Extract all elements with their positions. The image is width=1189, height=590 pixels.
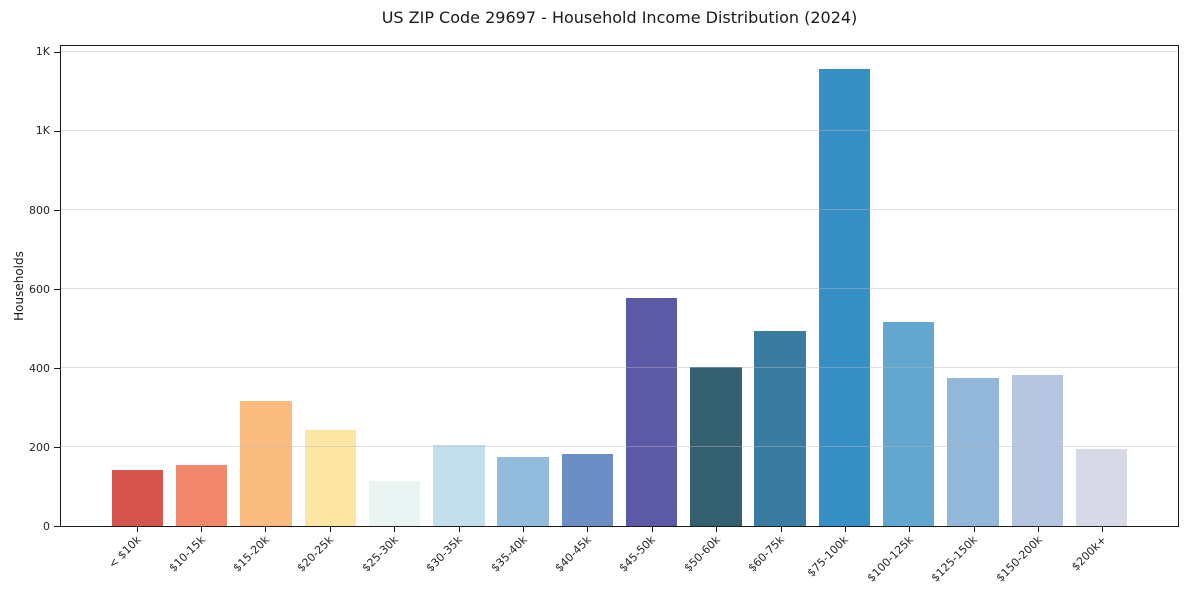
x-tick-label: $45-50k xyxy=(616,533,659,575)
x-axis-tick xyxy=(201,527,202,532)
x-axis-tick xyxy=(909,527,911,532)
gridline xyxy=(61,367,1178,368)
x-tick-label: $200k+ xyxy=(1068,533,1109,574)
gridline xyxy=(61,288,1178,289)
chart-title: US ZIP Code 29697 - Household Income Dis… xyxy=(381,8,858,27)
x-axis-tick xyxy=(265,527,267,532)
y-tick-label: 1K xyxy=(35,45,50,59)
x-axis-tick xyxy=(329,527,331,532)
gridline xyxy=(61,446,1178,447)
y-axis-tick xyxy=(54,210,60,211)
bar xyxy=(561,454,614,526)
y-tick-label: 1K xyxy=(35,124,50,138)
x-axis-tick xyxy=(780,527,782,532)
plot-area xyxy=(60,45,1179,527)
gridline xyxy=(61,50,1178,52)
x-tick-label: $100-125k xyxy=(864,533,916,585)
y-tick-label: 800 xyxy=(29,203,50,217)
y-axis-tick xyxy=(54,368,60,369)
y-axis-tick xyxy=(54,51,60,53)
bar xyxy=(947,377,999,526)
x-tick-label: $15-20k xyxy=(230,533,272,575)
bar xyxy=(883,322,935,526)
x-axis-tick xyxy=(844,527,846,532)
x-tick-label: $60-75k xyxy=(745,533,787,575)
x-tick-label: $125-150k xyxy=(928,533,981,585)
x-tick-label: $20-25k xyxy=(295,533,337,575)
gridline xyxy=(61,129,1178,131)
bar xyxy=(497,456,549,526)
bar xyxy=(304,430,356,526)
y-tick-label: 600 xyxy=(29,282,50,296)
bar xyxy=(176,465,228,526)
x-axis-tick xyxy=(651,527,653,532)
y-axis-tick xyxy=(54,130,60,132)
bar xyxy=(754,330,806,526)
x-tick-label: $75-100k xyxy=(805,533,852,580)
x-axis-tick xyxy=(522,527,524,532)
y-tick-label: 0 xyxy=(43,519,50,533)
x-tick-label: $25-30k xyxy=(359,533,401,575)
bar xyxy=(433,445,485,526)
bar xyxy=(368,481,421,526)
bar xyxy=(111,469,164,526)
x-axis-tick xyxy=(587,527,589,532)
bar xyxy=(1011,374,1063,526)
bar xyxy=(818,68,871,526)
x-tick-label: $30-35k xyxy=(423,533,465,575)
bar xyxy=(690,366,742,526)
x-axis-tick xyxy=(136,527,138,532)
x-axis-tick xyxy=(458,527,460,532)
bar xyxy=(1075,449,1128,526)
x-tick-label: $35-40k xyxy=(488,533,530,575)
y-axis-tick xyxy=(54,289,60,290)
x-tick-label: < $10k xyxy=(105,533,144,571)
y-tick-label: 400 xyxy=(29,361,50,375)
x-tick-label: $50-60k xyxy=(681,533,723,575)
x-axis-tick xyxy=(394,527,396,532)
x-tick-label: $10-15k xyxy=(166,533,208,575)
x-axis-tick xyxy=(1102,527,1104,532)
y-tick-label: 200 xyxy=(29,440,50,454)
x-tick-label: $40-45k xyxy=(552,533,594,575)
x-axis-tick xyxy=(716,527,718,532)
x-tick-label: $150-200k xyxy=(993,533,1045,585)
x-axis-tick xyxy=(973,527,975,532)
y-axis-tick xyxy=(54,447,60,448)
bar xyxy=(625,298,678,526)
bar xyxy=(240,400,292,526)
gridline xyxy=(61,209,1178,210)
y-axis-tick xyxy=(54,526,60,527)
x-axis-tick xyxy=(1038,527,1039,532)
